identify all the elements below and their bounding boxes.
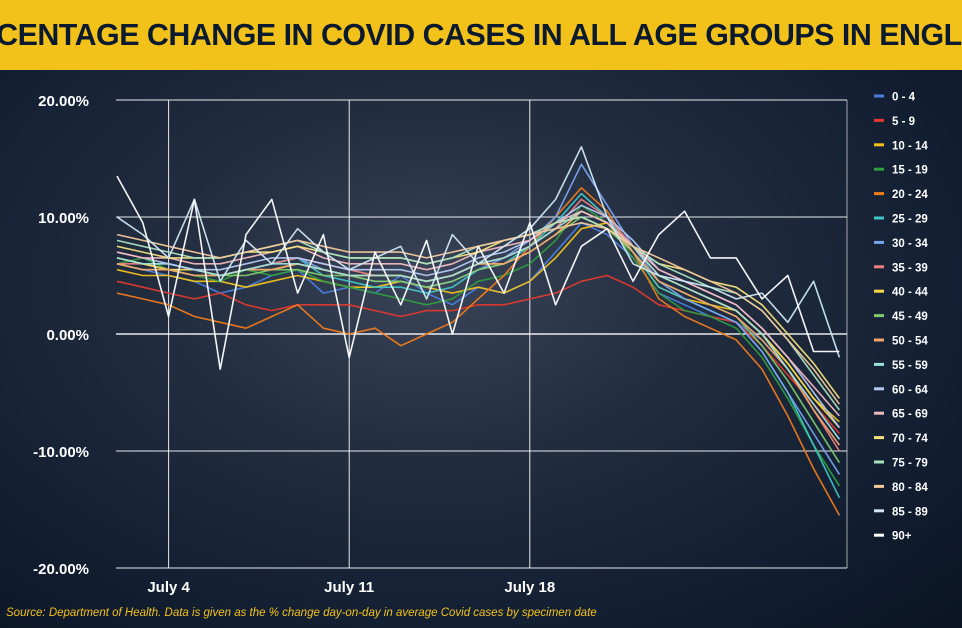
legend-swatch xyxy=(874,533,884,537)
legend-swatch xyxy=(874,216,884,220)
legend-label: 10 - 14 xyxy=(892,140,928,152)
y-tick-label: -10.00% xyxy=(33,444,89,461)
legend-swatch xyxy=(874,460,884,464)
y-tick-labels: 20.00% 10.00% 0.00% -10.00% -20.00% xyxy=(33,93,89,578)
legend-swatch xyxy=(874,192,884,196)
series-line-20-24 xyxy=(116,187,841,516)
x-tick-label: July 11 xyxy=(324,579,374,596)
legend-label: 0 - 4 xyxy=(892,92,916,104)
legend-label: 40 - 44 xyxy=(892,287,928,299)
source-note: Source: Department of Health. Data is gi… xyxy=(6,607,597,619)
legend-swatch xyxy=(874,387,884,391)
legend-swatch xyxy=(874,362,884,366)
title-bar: PERCENTAGE CHANGE IN COVID CASES IN ALL … xyxy=(0,0,962,70)
gridlines xyxy=(116,99,848,569)
legend-label: 60 - 64 xyxy=(892,384,928,396)
series-lines xyxy=(116,146,841,516)
legend-swatch xyxy=(874,314,884,318)
legend-label: 30 - 34 xyxy=(892,238,928,250)
legend-label: 55 - 59 xyxy=(892,360,928,372)
legend-swatch xyxy=(874,411,884,415)
x-tick-labels: July 4 July 11 July 18 xyxy=(147,579,555,596)
legend-swatch xyxy=(874,143,884,147)
legend-label: 85 - 89 xyxy=(892,506,928,518)
legend-swatch xyxy=(874,338,884,342)
series-line-10-14 xyxy=(116,222,840,423)
legend-swatch xyxy=(874,240,884,244)
legend-swatch xyxy=(874,484,884,488)
legend-label: 50 - 54 xyxy=(892,336,928,348)
series-line-30-34 xyxy=(116,163,841,475)
legend-label: 45 - 49 xyxy=(892,311,928,323)
legend-swatch xyxy=(874,509,884,513)
legend-swatch xyxy=(874,265,884,269)
legend-label: 35 - 39 xyxy=(892,262,928,274)
legend-label: 70 - 74 xyxy=(892,433,928,445)
line-chart: 20.00%10.00%0.00%-10.00%-20.00% July 4 Ju… xyxy=(33,92,928,597)
y-tick-label: -20.00% xyxy=(33,561,89,578)
legend-label: 90+ xyxy=(892,531,912,543)
series-line-15-19 xyxy=(116,204,841,487)
series-line-60-64 xyxy=(116,204,841,429)
legend-label: 80 - 84 xyxy=(892,482,928,494)
legend: 0 - 4 5 - 9 10 - 14 15 - 19 20 - 24 25 - 29 30… xyxy=(874,92,928,543)
legend-label: 5 - 9 xyxy=(892,116,915,128)
series-line-90+ xyxy=(116,175,840,370)
x-tick-label: July 18 xyxy=(504,579,555,596)
y-tick-label: 0.00% xyxy=(46,327,89,344)
legend-swatch xyxy=(874,167,884,171)
chart-title: PERCENTAGE CHANGE IN COVID CASES IN ALL … xyxy=(0,17,962,52)
legend-label: 65 - 69 xyxy=(892,409,928,421)
y-tick-label: 10.00% xyxy=(38,210,89,227)
legend-label: 20 - 24 xyxy=(892,189,928,201)
x-tick-label: July 4 xyxy=(147,579,190,596)
legend-swatch xyxy=(874,289,884,293)
legend-label: 25 - 29 xyxy=(892,214,928,226)
series-line-85-89 xyxy=(116,146,841,358)
y-tick-label: 20.00% xyxy=(38,93,89,110)
legend-swatch xyxy=(874,94,884,98)
legend-swatch xyxy=(874,436,884,440)
legend-label: 75 - 79 xyxy=(892,458,928,470)
legend-label: 15 - 19 xyxy=(892,165,928,177)
series-line-0-4 xyxy=(116,222,841,440)
series-line-5-9 xyxy=(116,274,841,435)
legend-swatch xyxy=(874,118,884,122)
